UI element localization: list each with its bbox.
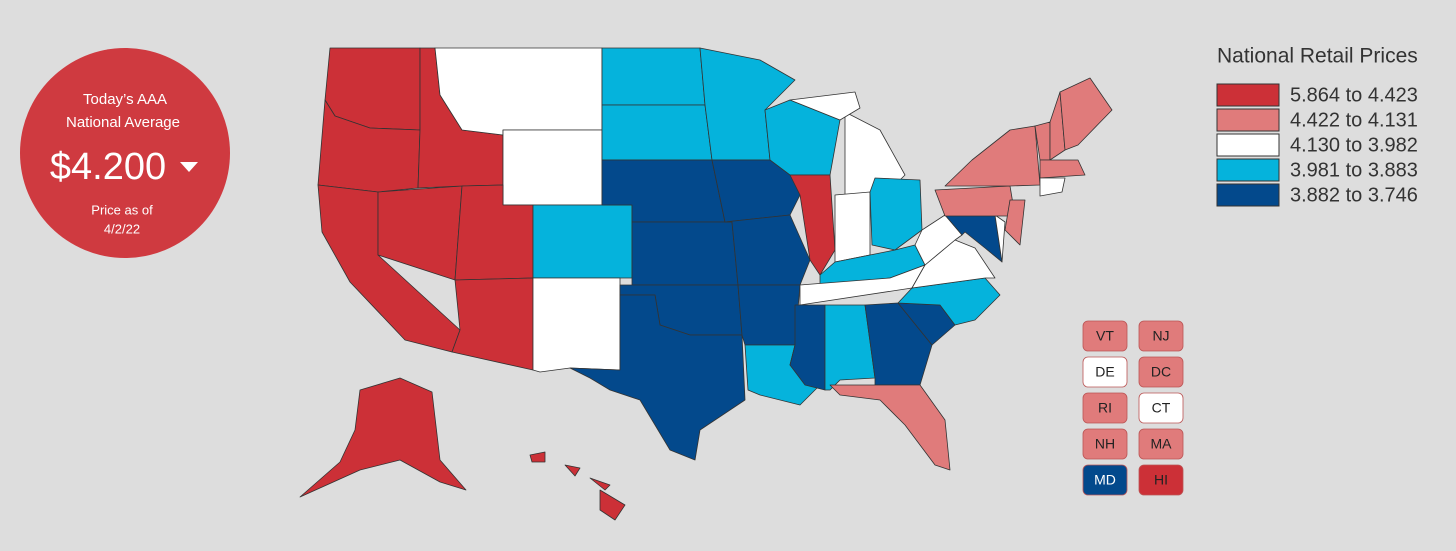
legend-swatch <box>1216 158 1280 182</box>
legend-label: 3.882 to 3.746 <box>1290 184 1418 206</box>
legend-label: 4.422 to 4.131 <box>1290 109 1418 131</box>
state <box>834 191 871 263</box>
state-box-label: MD <box>1094 472 1116 488</box>
legend: 5.864 to 4.423 4.422 to 4.131 4.130 to 3.9… <box>1216 83 1418 207</box>
state <box>532 204 633 279</box>
state <box>1004 199 1026 246</box>
us-map <box>299 47 1113 521</box>
state-box <box>1138 320 1184 352</box>
state <box>532 277 621 373</box>
badge-date: 4/2/22 <box>104 221 140 236</box>
state-box <box>1082 428 1128 460</box>
state-box-label: NJ <box>1152 328 1169 344</box>
state-box-label: NH <box>1095 436 1115 452</box>
legend-label: 4.130 to 3.982 <box>1290 134 1418 156</box>
state <box>994 214 1006 263</box>
state-box-label: CT <box>1152 400 1171 416</box>
down-caret <box>180 162 198 172</box>
badge-line: National Average <box>66 114 180 131</box>
state <box>601 104 713 161</box>
state <box>601 47 706 106</box>
average-badge <box>20 48 230 258</box>
badge-line: Today’s AAA <box>83 91 167 108</box>
state-box <box>1082 392 1128 424</box>
state <box>599 489 626 521</box>
legend-swatch <box>1216 83 1280 107</box>
state <box>299 377 467 498</box>
legend-swatch <box>1216 108 1280 132</box>
badge-price: $4.200 <box>50 146 166 188</box>
state <box>789 91 861 121</box>
state-box-label: DE <box>1095 364 1114 380</box>
state <box>934 185 1016 217</box>
legend-title: National Retail Prices <box>1217 45 1418 68</box>
small-states: VT NJ DE DC RI CT NH MA MD HI <box>1082 320 1184 496</box>
state-box <box>1082 464 1128 496</box>
state <box>451 277 534 371</box>
legend-swatch <box>1216 183 1280 207</box>
state <box>897 277 1001 326</box>
state-box <box>1082 356 1128 388</box>
state-box-label: MA <box>1151 436 1173 452</box>
state <box>564 464 581 477</box>
state-box <box>1138 356 1184 388</box>
state <box>1039 177 1066 197</box>
state-box-label: DC <box>1151 364 1171 380</box>
state-box <box>1138 428 1184 460</box>
state-box <box>1138 392 1184 424</box>
state-box-label: VT <box>1096 328 1114 344</box>
state <box>589 477 611 491</box>
state <box>569 294 746 461</box>
legend-label: 3.981 to 3.883 <box>1290 159 1418 181</box>
state <box>529 451 546 463</box>
state-box-label: RI <box>1098 400 1112 416</box>
state-box <box>1082 320 1128 352</box>
state <box>502 129 603 206</box>
legend-label: 5.864 to 4.423 <box>1290 84 1418 106</box>
state-box <box>1138 464 1184 496</box>
state-box-label: HI <box>1154 472 1168 488</box>
badge-as-of: Price as of <box>91 202 153 217</box>
state <box>1039 159 1086 179</box>
state <box>737 284 801 346</box>
legend-swatch <box>1216 133 1280 157</box>
state <box>631 221 739 286</box>
state <box>1059 77 1113 151</box>
state <box>434 47 603 136</box>
state <box>829 384 951 471</box>
